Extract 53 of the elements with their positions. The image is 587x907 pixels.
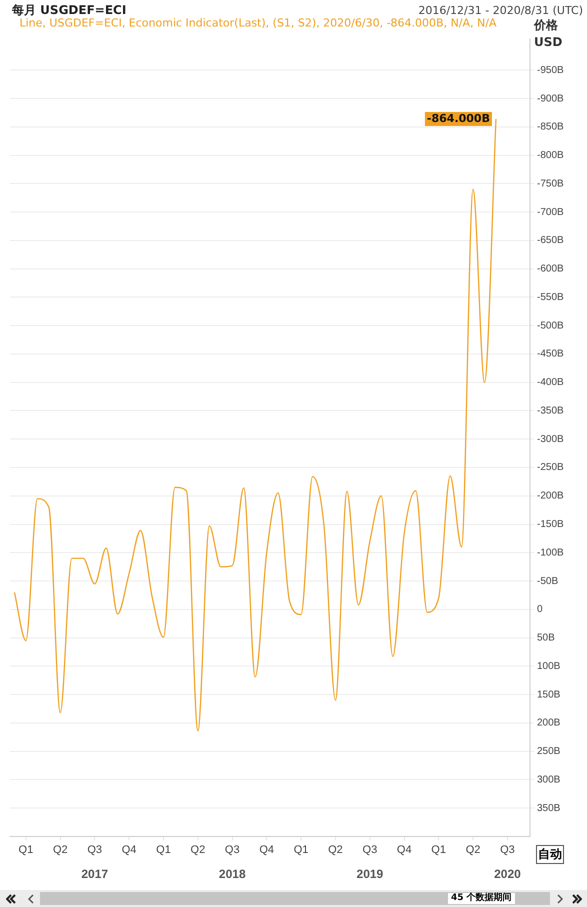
x-tick-label: Q4 [259, 844, 274, 856]
y-tick-label: -800B [537, 150, 564, 162]
y-tick-label: -200B [537, 490, 564, 502]
y-tick-label: 350B [537, 802, 561, 814]
y-tick-label: -900B [537, 93, 564, 104]
y-tick-label: -150B [537, 519, 564, 530]
y-tick-label: -100B [537, 547, 564, 558]
y-tick-label: -650B [537, 235, 564, 246]
text: 45 个数据期间 [448, 893, 515, 904]
y-tick-label: -750B [537, 178, 564, 190]
y-tick-label: -500B [537, 320, 564, 332]
y-tick-label: 150B [537, 689, 561, 700]
x2-tick-label: 2020 [494, 867, 522, 882]
chart-subtitle: 2016/12/31 - 2020/8/31 (UTC) [418, 4, 583, 17]
x-tick-label: Q2 [466, 844, 480, 856]
y-tick-label: -850B [537, 122, 564, 133]
y-tick-label: 200B [537, 718, 561, 729]
x-tick-label: Q3 [362, 844, 378, 856]
y-tick-label: 0 [537, 604, 543, 616]
x-tick-label: Q3 [224, 844, 240, 856]
x-tick-label: Q4 [396, 844, 412, 856]
y-tick-label: -700B [537, 206, 564, 218]
data-label: -864.000B [426, 112, 490, 125]
x-tick-label: Q4 [122, 844, 136, 856]
y-tick-label: -250B [537, 462, 564, 474]
x2-tick-label: 2018 [218, 867, 246, 882]
y-tick-label: 250B [537, 746, 561, 758]
y-tick-label: -600B [537, 264, 564, 275]
x-tick-label: Q2 [52, 844, 68, 856]
y-axis-title: 价格 USD [534, 17, 564, 51]
x-tick-label: Q1 [431, 844, 446, 856]
x-tick-label: Q2 [328, 844, 343, 856]
text: Line, USGDEF=ECI, Economic Indicator(Last), (S1, S2), 2020/6/30, -864.000B, N/A, N/A [20, 16, 497, 30]
y-tick-label: -450B [537, 348, 564, 360]
y-tick-label: -300B [537, 434, 564, 445]
x-tick-label: Q1 [18, 844, 34, 856]
x2-tick-label: 2019 [356, 867, 384, 882]
y-tick-label: -50B [537, 576, 558, 587]
y-tick-label: -550B [537, 292, 564, 303]
x-tick-label: Q1 [294, 844, 308, 856]
x2-tick-label: 2017 [81, 867, 108, 882]
x-tick-label: Q3 [87, 844, 102, 856]
x-tick-label: Q2 [190, 844, 206, 856]
y-tick-label: 100B [537, 660, 561, 672]
x-tick-label: Q1 [156, 844, 171, 856]
y-tick-label: -950B [537, 64, 564, 76]
y-tick-label: -400B [537, 377, 564, 388]
chart-title: 每月 USGDEF=ECI [12, 2, 126, 18]
y-tick-label: 300B [537, 774, 561, 786]
x-tick-label: Q3 [500, 844, 515, 856]
text: 自动 [536, 845, 564, 864]
y-tick-label: -350B [537, 405, 564, 416]
y-tick-label: 50B [537, 632, 556, 644]
